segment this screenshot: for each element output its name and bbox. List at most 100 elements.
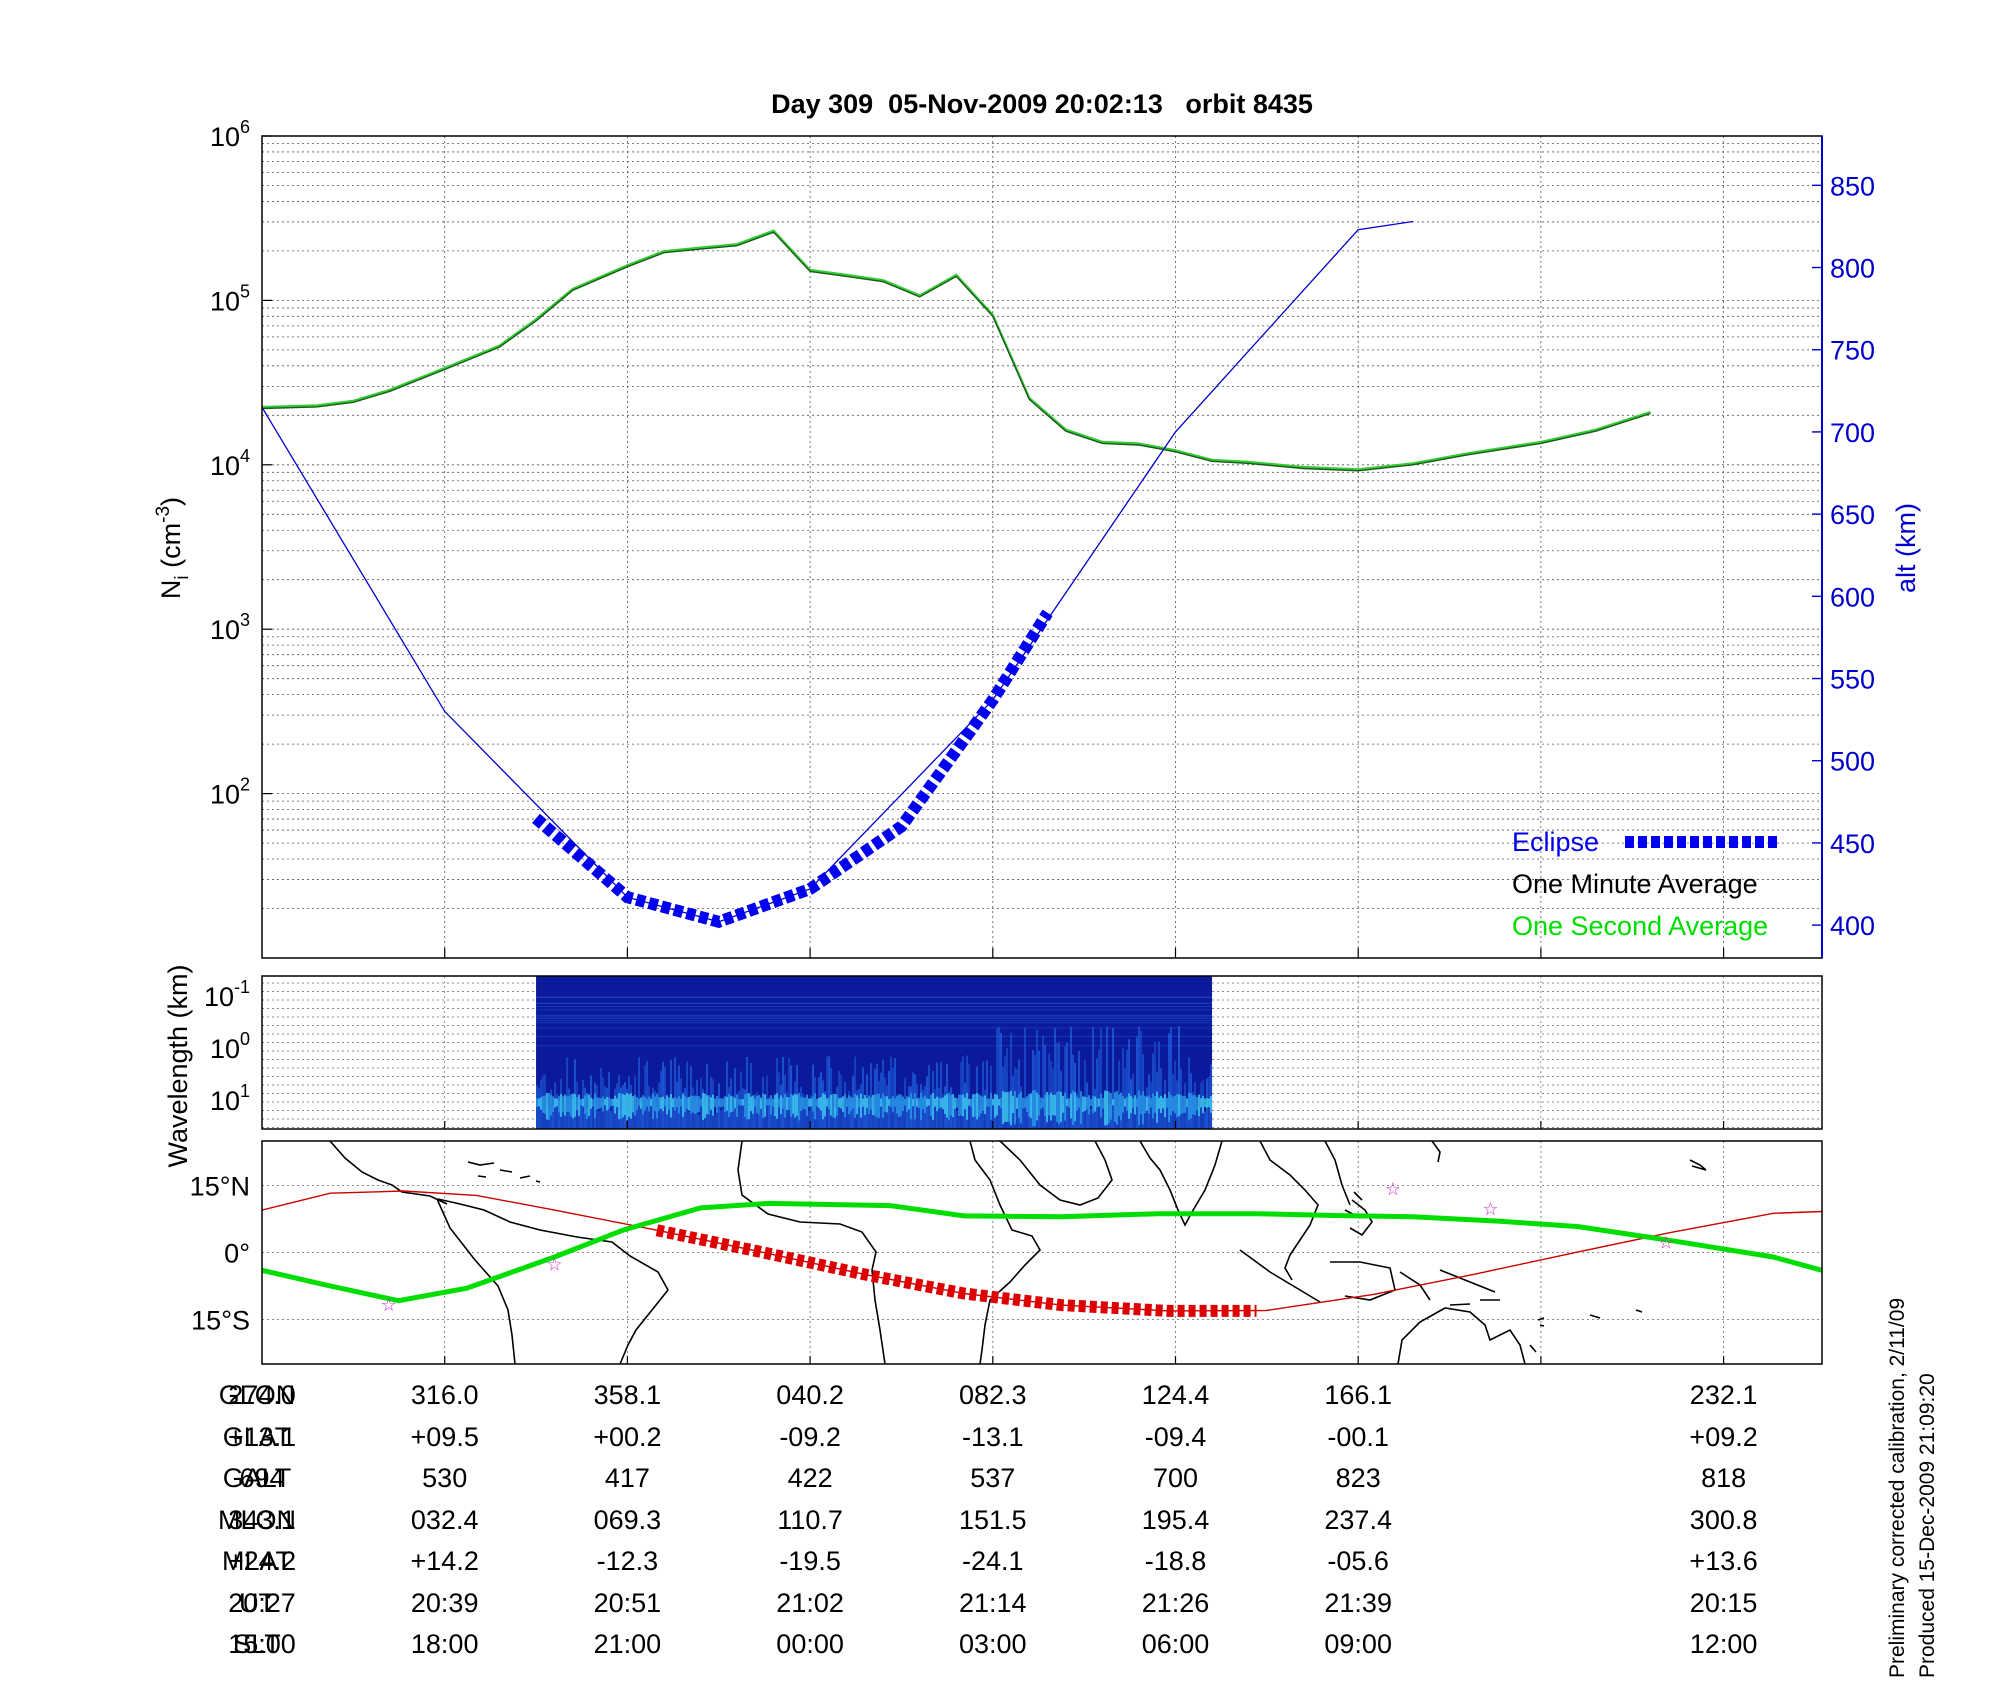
spectrogram-hot-column: [582, 1098, 585, 1107]
spectrogram-hot-column: [886, 1096, 889, 1113]
spectrogram-hot-column: [1140, 1095, 1143, 1115]
spectrogram-hot-column: [720, 1098, 723, 1108]
latitude-tick-label: 0°: [224, 1239, 250, 1269]
spectrogram-column: [1186, 1106, 1189, 1129]
spectrogram-column: [770, 1101, 773, 1129]
spectrogram-column: [1078, 1050, 1081, 1129]
spectrogram-column: [1092, 1027, 1095, 1129]
spectrogram-hot-column: [756, 1095, 759, 1114]
spectrogram-hot-column: [1174, 1095, 1177, 1114]
spectrogram-hot-column: [674, 1096, 677, 1111]
spectrogram-hot-column: [940, 1098, 943, 1108]
table-cell: 195.4: [1141, 1504, 1210, 1535]
spectrogram-hot-column: [894, 1098, 897, 1107]
spectrogram-column: [906, 1098, 909, 1129]
spectrogram-column: [1084, 1059, 1087, 1129]
spectrogram-hot-column: [850, 1096, 853, 1111]
spectrogram-column: [972, 1104, 975, 1129]
spectrogram-hot-column: [688, 1096, 691, 1111]
table-row-label: MLAT: [221, 1546, 292, 1576]
spectrogram-hot-column: [832, 1093, 835, 1118]
spectrogram-column: [632, 1111, 635, 1129]
spectrogram-column: [870, 1063, 873, 1129]
spectrogram-column: [1022, 1107, 1025, 1129]
spectrogram-column: [610, 1110, 613, 1129]
spectrogram-column: [566, 1057, 569, 1129]
spectrogram-hot-column: [734, 1097, 737, 1109]
spectrogram-hot-column: [634, 1094, 637, 1116]
spectrogram-column: [714, 1114, 717, 1129]
spectrogram-column: [636, 1102, 639, 1129]
spectrogram-hot-column: [1032, 1090, 1035, 1127]
spectrogram-hot-column: [794, 1093, 797, 1118]
spectrogram-hot-column: [744, 1094, 747, 1117]
spectrogram-hot-column: [796, 1094, 799, 1116]
table-cell: 417: [604, 1463, 650, 1493]
legend: Eclipse One Minute Average One Second Av…: [1512, 827, 1780, 941]
spectrogram-hot-column: [778, 1098, 781, 1108]
table-cell: 530: [422, 1463, 468, 1493]
spectrogram-hot-column: [696, 1095, 699, 1113]
spectrogram-hot-column: [682, 1094, 685, 1117]
spectrogram-hot-column: [874, 1094, 877, 1116]
table-cell: +13.6: [1689, 1546, 1758, 1576]
spectrogram-column: [958, 1114, 961, 1129]
spectrogram-hot-column: [986, 1098, 989, 1107]
table-row-label: GALT: [222, 1463, 292, 1493]
spectrogram-hot-column: [1188, 1092, 1191, 1121]
magnetic-marker-icon: ☆: [1658, 1232, 1674, 1253]
table-cell: 069.3: [593, 1504, 662, 1535]
spectrogram-hot-column: [648, 1096, 651, 1112]
spectrogram-hot-column: [1064, 1092, 1067, 1121]
spectrogram-hot-column: [558, 1096, 561, 1113]
spectrogram-column: [962, 1056, 965, 1129]
spectrogram-hot-column: [1078, 1098, 1081, 1108]
table-cell: 20:15: [1689, 1587, 1758, 1618]
spectrogram-hot-column: [1092, 1095, 1095, 1114]
spectrogram-hot-column: [658, 1096, 661, 1111]
coast-africa: [737, 1141, 1041, 1364]
coast-arabia: [999, 1141, 1113, 1206]
spectrogram-hot-column: [566, 1096, 569, 1112]
spectrogram-hot-column: [1160, 1095, 1163, 1114]
spectrogram-hot-column: [1040, 1097, 1043, 1110]
spectrogram-hot-column: [1136, 1098, 1139, 1108]
spectrogram-column: [1126, 1049, 1129, 1129]
spectrogram-hot-column: [958, 1094, 961, 1116]
table-cell: -18.8: [1144, 1546, 1207, 1576]
spectrogram-hot-column: [1144, 1095, 1147, 1114]
table-cell: 274.0: [228, 1380, 296, 1410]
spectrogram-column: [1038, 1050, 1041, 1129]
spectrogram-hot-column: [1050, 1092, 1053, 1121]
spectrogram-column: [1062, 1102, 1065, 1129]
spectrogram-hot-column: [776, 1093, 779, 1119]
spectrogram-column: [1100, 1028, 1103, 1129]
spectrogram-hot-column: [764, 1094, 767, 1117]
spectrogram-hot-column: [1122, 1096, 1125, 1113]
spectrogram-hot-column: [930, 1094, 933, 1116]
spectrogram-hot-column: [848, 1095, 851, 1115]
spectrogram-hot-column: [1030, 1093, 1033, 1118]
spectrogram-hot-column: [636, 1097, 639, 1111]
spectrogram-hot-column: [970, 1098, 973, 1107]
spectrogram-column: [646, 1061, 649, 1129]
spectrogram-hot-column: [792, 1095, 795, 1114]
spectrogram-hot-column: [588, 1094, 591, 1117]
spectrogram-hot-column: [1024, 1098, 1027, 1108]
table-cell: 316.0: [410, 1380, 479, 1410]
spectrogram-hot-column: [672, 1098, 675, 1108]
spectrogram-hot-column: [1038, 1094, 1041, 1116]
spectrogram-column: [954, 1103, 957, 1129]
spectrogram-hot-column: [768, 1099, 771, 1106]
spectrogram-hot-column: [762, 1093, 765, 1119]
table-cell: 21:14: [959, 1587, 1027, 1618]
spectrogram-column: [902, 1100, 905, 1129]
spectrogram-hot-column: [872, 1094, 875, 1116]
spectrogram-column: [1112, 1027, 1115, 1129]
spectrogram-hot-column: [1044, 1094, 1047, 1116]
spectrogram-hot-column: [1208, 1098, 1211, 1108]
spectrogram-hot-column: [1162, 1097, 1165, 1109]
table-cell: 040.2: [776, 1380, 844, 1410]
spectrogram-hot-column: [1156, 1091, 1159, 1123]
table-row-label: MLON: [217, 1504, 296, 1535]
